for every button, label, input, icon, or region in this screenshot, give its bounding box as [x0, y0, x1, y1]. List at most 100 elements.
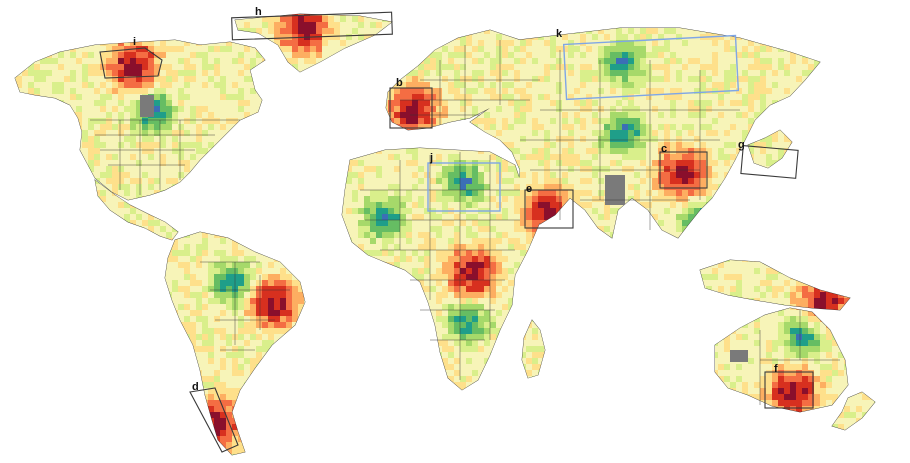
raster-cell — [15, 130, 16, 136]
raster-cell — [244, 64, 250, 70]
raster-cell — [388, 76, 394, 82]
raster-cell — [880, 34, 886, 40]
raster-cell — [820, 28, 826, 34]
raster-cell — [568, 70, 574, 76]
raster-cell — [94, 148, 100, 154]
raster-cell — [256, 40, 262, 46]
raster-cell — [640, 70, 646, 76]
raster-cell — [820, 106, 826, 112]
raster-cell — [586, 136, 592, 142]
raster-cell — [490, 154, 496, 160]
raster-cell — [268, 100, 274, 106]
raster-cell — [15, 58, 16, 64]
raster-cell — [100, 118, 106, 124]
raster-cell — [370, 190, 376, 196]
raster-cell — [484, 16, 490, 22]
raster-cell — [724, 118, 730, 124]
raster-cell — [472, 16, 478, 22]
raster-cell — [274, 202, 280, 208]
raster-cell — [226, 88, 232, 94]
raster-cell — [28, 16, 34, 22]
raster-cell — [202, 208, 208, 214]
raster-cell — [58, 148, 64, 154]
raster-cell — [658, 70, 664, 76]
raster-cell — [484, 100, 490, 106]
raster-cell — [622, 82, 628, 88]
raster-cell — [514, 208, 520, 214]
raster-cell — [592, 64, 598, 70]
raster-cell — [190, 28, 196, 34]
raster-cell — [190, 94, 196, 100]
raster-cell — [556, 172, 562, 178]
raster-cell — [190, 124, 196, 130]
raster-cell — [676, 40, 682, 46]
raster-cell — [106, 94, 112, 100]
raster-cell — [754, 16, 760, 22]
raster-cell — [778, 64, 784, 70]
raster-cell — [340, 70, 346, 76]
raster-cell — [520, 28, 526, 34]
raster-cell — [352, 202, 358, 208]
raster-cell — [364, 58, 370, 64]
raster-cell — [94, 154, 100, 160]
raster-cell — [424, 34, 430, 40]
raster-cell — [322, 160, 328, 166]
raster-cell — [172, 82, 178, 88]
raster-cell — [244, 22, 250, 28]
raster-cell — [484, 178, 490, 184]
raster-cell — [430, 94, 436, 100]
raster-cell — [52, 58, 58, 64]
raster-cell — [370, 178, 376, 184]
raster-cell — [250, 202, 256, 208]
raster-cell — [124, 148, 130, 154]
raster-cell — [742, 208, 748, 214]
raster-cell — [232, 208, 238, 214]
raster-cell — [556, 178, 562, 184]
raster-cell — [706, 148, 712, 154]
raster-cell — [748, 52, 754, 58]
raster-cell — [304, 202, 310, 208]
raster-cell — [202, 94, 208, 100]
raster-cell — [400, 22, 406, 28]
raster-cell — [190, 130, 196, 136]
raster-cell — [766, 94, 772, 100]
raster-cell — [382, 100, 388, 106]
raster-cell — [604, 58, 610, 64]
raster-cell — [700, 46, 706, 52]
raster-cell — [358, 34, 364, 40]
raster-cell — [304, 28, 310, 34]
raster-cell — [592, 28, 598, 34]
raster-cell — [160, 118, 166, 124]
raster-cell — [724, 130, 730, 136]
raster-cell — [316, 106, 322, 112]
raster-cell — [214, 46, 220, 52]
raster-cell — [832, 46, 838, 52]
raster-cell — [742, 172, 748, 178]
raster-cell — [832, 172, 838, 178]
raster-cell — [826, 16, 832, 22]
raster-cell — [850, 100, 856, 106]
raster-cell — [100, 40, 106, 46]
raster-cell — [376, 166, 382, 172]
raster-cell — [412, 118, 418, 124]
raster-cell — [796, 106, 802, 112]
raster-cell — [712, 178, 718, 184]
raster-cell — [838, 34, 844, 40]
raster-cell — [160, 184, 166, 190]
raster-cell — [46, 142, 52, 148]
raster-cell — [376, 70, 382, 76]
raster-cell — [874, 14, 875, 16]
raster-cell — [664, 160, 670, 166]
raster-cell — [826, 64, 832, 70]
raster-cell — [814, 76, 820, 82]
raster-cell — [328, 76, 334, 82]
raster-cell — [850, 22, 856, 28]
raster-cell — [328, 118, 334, 124]
raster-cell — [16, 28, 22, 34]
raster-cell — [826, 118, 832, 124]
raster-cell — [166, 196, 172, 202]
raster-cell — [196, 202, 202, 208]
raster-cell — [160, 136, 166, 142]
raster-cell — [46, 16, 52, 22]
raster-cell — [616, 14, 622, 16]
